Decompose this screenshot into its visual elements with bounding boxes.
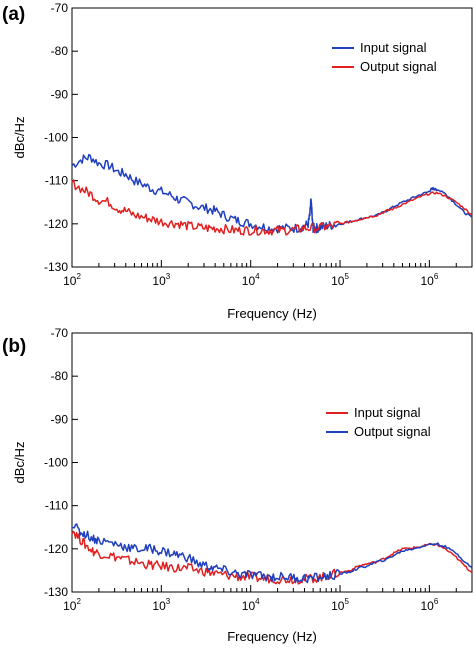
panel-b-y-ticks: -70 -80 -90 -100 -110 -120 -130	[44, 326, 78, 599]
y-tick-label: -80	[51, 44, 69, 58]
y-tick-label: -120	[44, 542, 68, 556]
panel-b-plot-frame	[71, 332, 473, 593]
x-tick-label: 102	[63, 597, 81, 613]
panel-a-letter: (a)	[2, 4, 25, 25]
y-tick-label: -90	[51, 412, 69, 426]
x-tick-label: 104	[242, 597, 260, 613]
x-tick-label: 105	[331, 597, 349, 613]
x-tick-label: 104	[242, 272, 260, 288]
series-line-2	[71, 523, 473, 584]
panel-a-chart: (a) dBc/Hz Frequency (Hz) -70-80-90-100-…	[2, 1, 473, 321]
y-tick-label: -100	[44, 131, 68, 145]
x-tick-label: 102	[63, 272, 81, 288]
panel-a-x-axis-label: Frequency (Hz)	[227, 306, 317, 321]
x-tick-label: 105	[331, 272, 349, 288]
panel-a-series	[71, 153, 473, 236]
panel-b-legend: Input signal Output signal	[326, 405, 431, 439]
y-tick-label: -110	[45, 499, 68, 513]
y-tick-label: -130	[44, 260, 68, 274]
panel-b-x-ticks: 102 103 104 105 106	[63, 585, 473, 613]
x-tick-label: 103	[152, 272, 170, 288]
y-tick-label: -100	[44, 456, 68, 470]
y-tick-label: -120	[44, 217, 68, 231]
x-tick-label: 106	[420, 597, 438, 613]
x-tick-label: 103	[152, 597, 170, 613]
panel-b-y-axis-label: dBc/Hz	[12, 442, 27, 484]
y-tick-label: -90	[51, 87, 69, 101]
series-line-1	[71, 530, 473, 585]
y-tick-label: -80	[51, 369, 69, 383]
panel-b-series	[71, 523, 473, 585]
panel-b-chart: (b) dBc/Hz Frequency (Hz) -70-80-90-100-…	[2, 326, 473, 644]
legend-label: Input signal	[360, 40, 427, 55]
y-tick-label: -130	[44, 585, 68, 599]
x-tick-label: 106	[420, 272, 438, 288]
series-line-1	[71, 153, 473, 234]
panel-a-legend: Input signal Output signal	[332, 40, 437, 74]
y-tick-label: -70	[51, 326, 69, 340]
legend-label: Output signal	[354, 424, 431, 439]
legend-label: Input signal	[354, 405, 421, 420]
panel-a-y-axis-label: dBc/Hz	[12, 117, 27, 159]
panel-b-letter: (b)	[2, 336, 26, 357]
y-tick-label: -70	[51, 1, 69, 15]
panel-b-x-axis-label: Frequency (Hz)	[227, 629, 317, 644]
panel-a-x-ticks: 102 103 104 105 106	[63, 260, 473, 288]
series-line-2	[71, 179, 473, 236]
y-tick-label: -110	[45, 174, 68, 188]
panel-a-y-ticks: -70 -80 -90 -100 -110 -120 -130	[44, 1, 78, 274]
legend-label: Output signal	[360, 59, 437, 74]
